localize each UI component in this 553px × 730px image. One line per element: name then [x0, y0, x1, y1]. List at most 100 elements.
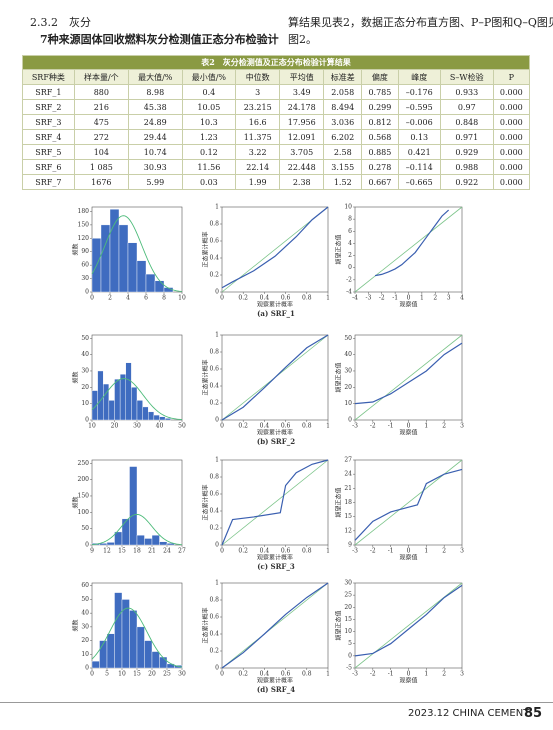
x-tick-label: 0 — [407, 295, 411, 302]
y-tick-label: 40 — [81, 351, 89, 358]
y-tick-label: 1 — [215, 580, 219, 587]
y-tick-label: 0 — [215, 542, 219, 549]
plot-frame — [221, 582, 329, 669]
x-tick-label: -1 — [388, 671, 394, 678]
header-text: 7种来源固体回收燃料灰分检测值正态分布检验计 — [40, 33, 279, 46]
y-tick-label: 27 — [344, 457, 352, 464]
y-tick-label: 10 — [344, 400, 352, 407]
x-tick-label: 0.4 — [260, 423, 270, 430]
normal-curve — [91, 215, 183, 292]
histogram-bar — [118, 224, 129, 293]
table-title: 表2 灰分检测值及正态分布检验计算结果 — [22, 55, 530, 70]
y-tick-label: 0 — [85, 665, 89, 672]
y-tick-label: 10 — [81, 400, 89, 407]
y-tick-label: 0.2 — [209, 400, 219, 407]
y-tick-label: 0.8 — [209, 597, 219, 604]
table-cell: 29.44 — [127, 129, 183, 145]
histogram-bar — [129, 610, 138, 669]
table-cell: 6.202 — [323, 129, 363, 145]
table-cell: 216 — [73, 99, 129, 115]
y-tick-label: 50 — [344, 335, 352, 342]
x-tick-label: 3 — [460, 671, 464, 678]
x-tick-label: 40 — [156, 423, 164, 430]
table-cell: 3.036 — [323, 114, 363, 130]
table-cell: 30.93 — [127, 159, 183, 175]
table-cell: 0.929 — [439, 144, 494, 160]
table-cell: SRF_4 — [22, 129, 75, 145]
curve — [221, 459, 329, 546]
table-cell: 0.885 — [361, 144, 399, 160]
y-axis-label: 期望正态值 — [335, 362, 343, 392]
y-tick-label: 250 — [78, 460, 90, 467]
table-cell: 0.848 — [439, 114, 494, 130]
normal-curve — [91, 378, 183, 421]
histogram-bar — [106, 542, 115, 546]
table-cell: 0.000 — [492, 174, 531, 190]
y-tick-label: 120 — [78, 235, 90, 242]
table-cell: 8.494 — [323, 99, 363, 115]
y-tick-label: 0.2 — [209, 272, 219, 279]
histogram-bar — [119, 374, 126, 421]
x-tick-label: 18 — [133, 548, 141, 555]
column-header: 最大值/% — [127, 69, 183, 85]
x-tick-label: 1 — [326, 295, 330, 302]
y-tick-label: 0.6 — [209, 238, 219, 245]
y-tick-label: 90 — [81, 248, 89, 255]
table-cell: 1 085 — [73, 159, 129, 175]
column-header: P — [492, 69, 531, 85]
y-tick-label: 25 — [344, 592, 352, 599]
header-text: 算结果见表2，数据正态分布直方图、P–P图和Q–Q图见 — [288, 16, 553, 29]
table-cell: 16.6 — [235, 114, 281, 130]
curve — [374, 209, 450, 277]
x-tick-label: -2 — [379, 295, 385, 302]
figure-caption: (d) SRF_4 — [257, 685, 295, 694]
y-axis-label: 频数 — [72, 619, 80, 631]
table-cell: –0.595 — [397, 99, 441, 115]
table-cell: 11.56 — [181, 159, 237, 175]
table-row: SRF_3 475 24.89 10.3 16.6 17.956 3.036 0.812 –0.… — [22, 114, 531, 130]
y-tick-label: 30 — [81, 275, 89, 282]
y-tick-label: 0 — [85, 289, 89, 296]
table-cell: 8.98 — [127, 84, 183, 100]
x-tick-label: 0.2 — [238, 423, 248, 430]
table-cell: 12.091 — [279, 129, 325, 145]
y-tick-label: 0.6 — [209, 491, 219, 498]
y-tick-label: 10 — [344, 628, 352, 635]
x-tick-label: 0.6 — [281, 548, 291, 555]
column-header: 偏度 — [361, 69, 399, 85]
x-tick-label: 0 — [407, 423, 411, 430]
histogram-bar — [159, 416, 166, 421]
table-cell: 0.97 — [439, 99, 494, 115]
figure-caption: (b) SRF_2 — [257, 437, 295, 446]
histogram-bar — [108, 400, 115, 421]
y-tick-label: 10 — [81, 651, 89, 658]
y-tick-label: 12 — [344, 527, 352, 534]
table-cell: 1676 — [73, 174, 129, 190]
x-tick-label: 2 — [442, 671, 446, 678]
x-tick-label: 0 — [220, 423, 224, 430]
y-tick-label: -2 — [346, 276, 352, 283]
table-cell: 10.05 — [181, 99, 237, 115]
reference-line — [354, 206, 463, 293]
y-tick-label: 200 — [78, 476, 90, 483]
table-cell: 2.058 — [323, 84, 363, 100]
table-cell: 3.22 — [235, 144, 281, 160]
reference-line — [221, 582, 329, 669]
y-tick-label: 0 — [215, 289, 219, 296]
table-cell: 1.52 — [323, 174, 363, 190]
table-cell: 0.785 — [361, 84, 399, 100]
x-tick-label: 3 — [447, 295, 451, 302]
table-cell: 0.667 — [361, 174, 399, 190]
table-cell: SRF_3 — [22, 114, 75, 130]
plot-frame — [221, 334, 329, 421]
x-tick-label: 0.4 — [260, 295, 270, 302]
column-header: 平均值 — [279, 69, 325, 85]
curve — [221, 582, 329, 669]
x-tick-label: 1 — [326, 548, 330, 555]
y-tick-label: 0.8 — [209, 474, 219, 481]
y-tick-label: 0.4 — [209, 631, 219, 638]
table-cell: 0.812 — [361, 114, 399, 130]
x-tick-label: 4 — [460, 295, 464, 302]
y-tick-label: 0 — [85, 417, 89, 424]
